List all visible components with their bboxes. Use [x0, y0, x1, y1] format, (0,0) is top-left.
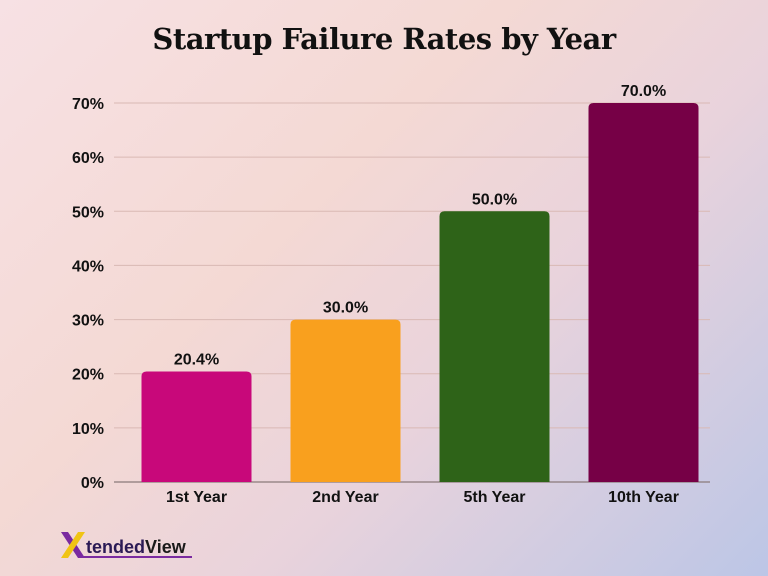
bar [290, 319, 401, 482]
bar [439, 211, 550, 483]
y-tick-label: 20% [72, 367, 104, 384]
value-labels: 20.4% 30.0% 50.0% 70.0% [174, 83, 666, 369]
bar [141, 371, 252, 482]
data-label: 50.0% [472, 191, 517, 208]
y-tick-label: 10% [72, 421, 104, 438]
y-axis-ticks: 0% 10% 20% 30% 40% 50% 60% 70% [72, 96, 104, 492]
x-logo-icon [61, 532, 85, 558]
y-tick-label: 70% [72, 96, 104, 113]
bars [141, 103, 699, 483]
chart-title: Startup Failure Rates by Year [152, 22, 616, 56]
data-label: 20.4% [174, 352, 219, 369]
category-labels: 1st Year 2nd Year 5th Year 10th Year [166, 489, 679, 506]
y-tick-label: 30% [72, 313, 104, 330]
y-tick-label: 60% [72, 150, 104, 167]
data-label: 30.0% [323, 300, 368, 317]
x-tick-label: 1st Year [166, 489, 227, 506]
y-tick-label: 50% [72, 204, 104, 221]
data-label: 70.0% [621, 83, 666, 100]
y-tick-label: 40% [72, 258, 104, 275]
x-tick-label: 2nd Year [312, 489, 378, 506]
y-tick-label: 0% [81, 475, 104, 492]
logo-underline [82, 556, 192, 558]
brand-logo: tendedView [60, 526, 192, 560]
logo-text: tendedView [86, 537, 186, 557]
x-tick-label: 5th Year [464, 489, 526, 506]
bar [588, 103, 699, 482]
x-tick-label: 10th Year [608, 489, 679, 506]
